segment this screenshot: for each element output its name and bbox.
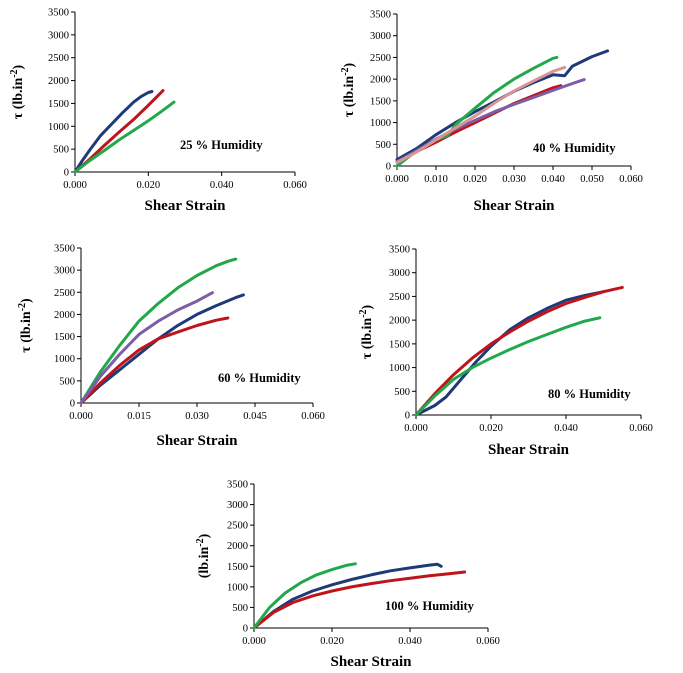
x-axis-title: Shear Strain <box>157 433 239 449</box>
x-tick-label: 0.040 <box>541 174 565 185</box>
series-line-red <box>252 570 467 630</box>
y-tick-label: 0 <box>243 624 248 635</box>
x-tick-label: 0.020 <box>320 636 344 647</box>
x-axis-title: Shear Strain <box>488 442 570 458</box>
humidity-annotation: 40 % Humidity <box>533 141 616 155</box>
x-tick-label: 0.010 <box>424 174 448 185</box>
y-axis-title: τ (lb.in-2) <box>9 64 26 119</box>
x-tick-label: 0.060 <box>619 174 643 185</box>
x-tick-label: 0.000 <box>385 174 409 185</box>
y-tick-label: 2000 <box>227 541 248 552</box>
y-tick-label: 3500 <box>389 245 410 256</box>
y-tick-label: 500 <box>53 145 69 156</box>
x-tick-label: 0.000 <box>69 411 93 422</box>
x-tick-label: 0.020 <box>463 174 487 185</box>
y-tick-label: 1500 <box>227 562 248 573</box>
series-line-green <box>79 257 238 405</box>
series-line-green <box>252 562 357 630</box>
humidity-annotation: 25 % Humidity <box>180 138 263 152</box>
y-tick-label: 1000 <box>48 122 69 133</box>
y-tick-label: 3000 <box>389 268 410 279</box>
y-tick-label: 500 <box>59 376 75 387</box>
x-tick-label: 0.030 <box>502 174 526 185</box>
x-tick-label: 0.020 <box>137 180 161 191</box>
y-tick-label: 500 <box>375 140 391 151</box>
series-line-navy <box>79 293 245 405</box>
x-tick-label: 0.060 <box>283 180 307 191</box>
series-line-red <box>79 316 230 405</box>
x-tick-label: 0.060 <box>476 636 500 647</box>
y-tick-label: 2500 <box>54 288 75 299</box>
panel-25-humidity: 0 500 1000 1500 2000 2500 3000 3500 0.000 0.020 0.… <box>9 8 307 215</box>
x-tick-label: 0.030 <box>185 411 209 422</box>
x-tick-label: 0.040 <box>398 636 422 647</box>
x-tick-label: 0.045 <box>243 411 267 422</box>
y-tick-label: 3500 <box>48 8 69 19</box>
x-tick-label: 0.040 <box>554 423 578 434</box>
x-tick-label: 0.060 <box>629 423 653 434</box>
series-line-green <box>414 316 602 417</box>
series-line-red <box>414 285 624 417</box>
x-tick-label: 0.015 <box>127 411 151 422</box>
panel-80-humidity: 0 500 1000 1500 2000 2500 3000 3500 0.000 0.020 0.… <box>358 245 653 459</box>
y-tick-label: 3000 <box>370 31 391 42</box>
y-tick-label: 1500 <box>389 339 410 350</box>
y-tick-label: 3500 <box>54 244 75 255</box>
y-axis-title: (lb.in-2) <box>195 533 212 578</box>
series-line-pink <box>395 65 567 164</box>
y-axis-title: τ (lb.in-2) <box>358 304 375 359</box>
y-tick-label: 0 <box>70 399 75 410</box>
y-tick-label: 1000 <box>54 354 75 365</box>
y-axis-title: τ (lb.in-2) <box>17 298 34 353</box>
x-axis-title: Shear Strain <box>145 198 227 214</box>
x-tick-label: 0.060 <box>301 411 325 422</box>
y-tick-label: 3500 <box>370 10 391 21</box>
humidity-annotation: 80 % Humidity <box>548 387 631 401</box>
y-tick-label: 2500 <box>389 292 410 303</box>
y-tick-label: 2000 <box>48 76 69 87</box>
y-tick-label: 2500 <box>48 53 69 64</box>
series-line-green <box>73 100 176 174</box>
y-axis-title: τ (lb.in-2) <box>340 62 357 117</box>
x-tick-label: 0.040 <box>210 180 234 191</box>
y-tick-label: 3500 <box>227 480 248 491</box>
y-tick-label: 3000 <box>48 30 69 41</box>
x-tick-label: 0.050 <box>580 174 604 185</box>
series-line-purple <box>79 291 214 405</box>
y-tick-label: 1000 <box>389 363 410 374</box>
y-tick-label: 1500 <box>48 99 69 110</box>
y-tick-label: 3000 <box>227 500 248 511</box>
y-tick-label: 1000 <box>370 118 391 129</box>
series-line-navy <box>73 90 154 174</box>
panel-60-humidity: 0 500 1000 1500 2000 2500 3000 3500 0.000 0.015 0.… <box>17 244 325 450</box>
x-axis-title: Shear Strain <box>474 198 556 214</box>
x-tick-label: 0.000 <box>63 180 87 191</box>
y-tick-label: 2000 <box>389 316 410 327</box>
y-tick-label: 2000 <box>54 310 75 321</box>
y-tick-label: 0 <box>405 411 410 422</box>
humidity-annotation: 100 % Humidity <box>385 599 475 613</box>
y-tick-label: 0 <box>386 162 391 173</box>
y-tick-label: 0 <box>64 168 69 179</box>
y-tick-label: 2000 <box>370 75 391 86</box>
x-axis-title: Shear Strain <box>331 654 413 670</box>
y-tick-label: 1500 <box>370 96 391 107</box>
x-tick-label: 0.000 <box>242 636 266 647</box>
y-tick-label: 500 <box>394 387 410 398</box>
y-tick-label: 500 <box>232 603 248 614</box>
series-line-navy <box>252 562 443 630</box>
series-line-red <box>73 89 165 174</box>
panel-100-humidity: 0 500 1000 1500 2000 2500 3000 3500 0.000 0.020 0.… <box>195 480 500 671</box>
y-tick-label: 2500 <box>370 53 391 64</box>
humidity-annotation: 60 % Humidity <box>218 371 301 385</box>
y-tick-label: 1500 <box>54 332 75 343</box>
x-tick-label: 0.020 <box>479 423 503 434</box>
x-tick-label: 0.000 <box>404 423 428 434</box>
panel-40-humidity: 0 500 1000 1500 2000 2500 3000 3500 0.000 0.010 0.… <box>340 10 643 215</box>
y-tick-label: 1000 <box>227 582 248 593</box>
y-tick-label: 2500 <box>227 521 248 532</box>
y-tick-label: 3000 <box>54 266 75 277</box>
